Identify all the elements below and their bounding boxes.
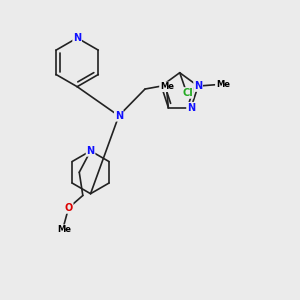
Text: N: N bbox=[187, 103, 195, 113]
Text: N: N bbox=[73, 33, 81, 43]
Text: N: N bbox=[86, 146, 94, 156]
Text: N: N bbox=[115, 111, 123, 121]
Text: O: O bbox=[64, 203, 73, 213]
Text: Me: Me bbox=[160, 82, 174, 91]
Text: N: N bbox=[194, 81, 202, 91]
Text: Me: Me bbox=[57, 225, 71, 234]
Text: Cl: Cl bbox=[182, 88, 193, 98]
Text: Me: Me bbox=[216, 80, 230, 89]
